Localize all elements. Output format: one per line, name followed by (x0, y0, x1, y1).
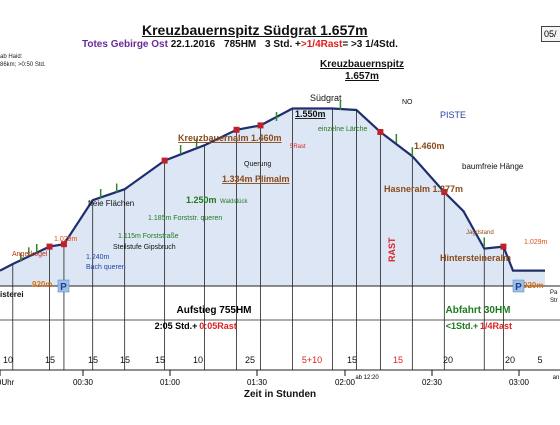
waypoint-marker (500, 243, 507, 250)
x-tick-label: 0:10Uhr (0, 378, 15, 387)
abfahrt-line2a: <1Std.+ (446, 321, 479, 331)
segment-minutes: 5 (537, 355, 542, 365)
profile-area (0, 108, 545, 286)
label-alt1115: 1.115m Forststraße (118, 233, 179, 240)
parking-sign (512, 279, 525, 293)
segment-minutes: 20 (505, 355, 515, 365)
segment-minutes: 20 (443, 355, 453, 365)
aufstieg-line1: Aufstieg 755HM (176, 305, 251, 316)
label-tel: isterei (0, 290, 24, 299)
label-piste: PISTE (440, 110, 466, 120)
label-querung: Querung (244, 161, 271, 168)
segment-minutes: 5+10 (302, 355, 322, 365)
label-bach: Bach queren (86, 264, 126, 271)
subtitle-date: 22.1.2016 (170, 39, 216, 50)
label-alt1460r: 1.460m (414, 141, 445, 151)
profile-line (0, 107, 545, 272)
label-alt1550: 1.550m (295, 109, 326, 119)
label-P_right: P (515, 282, 522, 293)
segment-minutes: 15 (155, 355, 165, 365)
segment-minutes: 10 (3, 355, 13, 365)
label-alt920a: 920m (32, 280, 52, 289)
start-note: ab Haid: 86km; >0:50 Std. (0, 54, 46, 68)
subtitle-total: = >3 1/4Std. (342, 39, 398, 50)
segment-minutes: 15 (347, 355, 357, 365)
segment-minutes: 25 (245, 355, 255, 365)
label-alt1185: 1.185m Forststr. queren (148, 215, 222, 222)
x-tick-label: 01:00 (160, 378, 181, 387)
segment-minutes: 10 (193, 355, 203, 365)
chart-subtitle: Totes Gebirge Ost 22.1.2016 785HM 3 Std.… (82, 39, 398, 50)
label-summit_alt: 1.657m (345, 71, 379, 82)
label-rast_vertical: RAST (387, 237, 397, 262)
label-alt920b: 920m (523, 281, 543, 290)
label-kreuzbauernalm: Kreuzbauernalm 1.460m (178, 133, 282, 143)
label-alt1029b: 1.029m (524, 239, 548, 246)
label-hintersteiner: Hintersteineralm (440, 253, 511, 263)
segment-minutes: 15 (120, 355, 130, 365)
waypoint-marker (441, 189, 448, 196)
label-alt1240: 1.240m (86, 254, 110, 261)
label-angerkogel: Angerkogel (12, 251, 48, 258)
label-parr: Pa (550, 290, 558, 296)
page-indicator-box: 05/ (541, 26, 560, 42)
label-jagdstand: Jagdstand (466, 230, 494, 236)
segment-minutes: 15 (393, 355, 403, 365)
chart-title: Kreuzbauernspitz Südgrat 1.657m (142, 22, 368, 38)
parking-sign (57, 279, 70, 293)
label-summit: Kreuzbauernspitz (320, 59, 404, 70)
aufstieg-line2a: 2:05 Std.+ (155, 321, 198, 331)
waypoint-marker (257, 122, 264, 129)
x-axis-label: Zeit in Stunden (243, 389, 317, 400)
label-no: NO (402, 99, 413, 106)
segment-minutes: 15 (45, 355, 55, 365)
x-tick-label: 02:30 (422, 378, 443, 387)
subtitle-time: 3 Std. + (265, 39, 301, 50)
label-str: Str (550, 298, 558, 304)
label-rast5: 5Rast (290, 144, 306, 150)
label-freie: freie Flächen (88, 199, 134, 208)
label-alt1250: 1.250m (186, 195, 217, 205)
label-gipsbruch: Steilstufe Gipsbruch (113, 244, 176, 251)
segment-minutes: 15 (88, 355, 98, 365)
abfahrt-line1: Abfahrt 30HM (445, 305, 510, 316)
label-P_left: P (60, 282, 67, 293)
waypoint-marker (60, 241, 67, 248)
label-hasneralm: Hasneralm 1.277m (384, 184, 463, 194)
annotation-ab: ab 12:20 (355, 375, 379, 381)
label-baumfrei: baumfreie Hänge (462, 162, 524, 171)
label-alt1029a: 1.029m (54, 236, 78, 243)
label-suedgrat: Südgrat (310, 93, 342, 103)
label-waldstueck: Waldstück (220, 199, 248, 205)
subtitle-rast: >1/4Rast (300, 39, 343, 50)
waypoint-marker (161, 157, 168, 164)
x-tick-label: 03:00 (509, 378, 530, 387)
x-tick-label: 02:00 (335, 378, 356, 387)
label-laerche: einzelne Lärche (318, 126, 368, 133)
abfahrt-line2b: 1/4Rast (480, 321, 512, 331)
subtitle-hm: 785HM (224, 39, 257, 50)
x-tick-label: 01:30 (247, 378, 268, 387)
label-plimalm: 1.334m Plimalm (222, 174, 290, 184)
subtitle-region: Totes Gebirge Ost (82, 39, 168, 50)
x-tick-label: 00:30 (73, 378, 94, 387)
waypoint-marker (46, 243, 53, 250)
annotation-an: an (553, 375, 560, 381)
aufstieg-line2b: 0:05Rast (199, 321, 237, 331)
waypoint-marker (233, 126, 240, 133)
waypoint-marker (377, 129, 384, 135)
